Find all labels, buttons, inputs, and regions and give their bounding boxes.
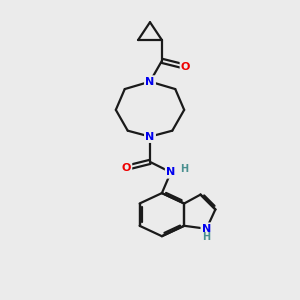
Text: O: O: [122, 163, 131, 173]
Text: N: N: [146, 132, 154, 142]
Text: O: O: [181, 62, 190, 72]
Text: N: N: [146, 76, 154, 87]
Text: H: H: [202, 232, 211, 242]
Text: N: N: [166, 167, 176, 177]
Text: H: H: [180, 164, 188, 174]
Text: N: N: [202, 224, 211, 234]
